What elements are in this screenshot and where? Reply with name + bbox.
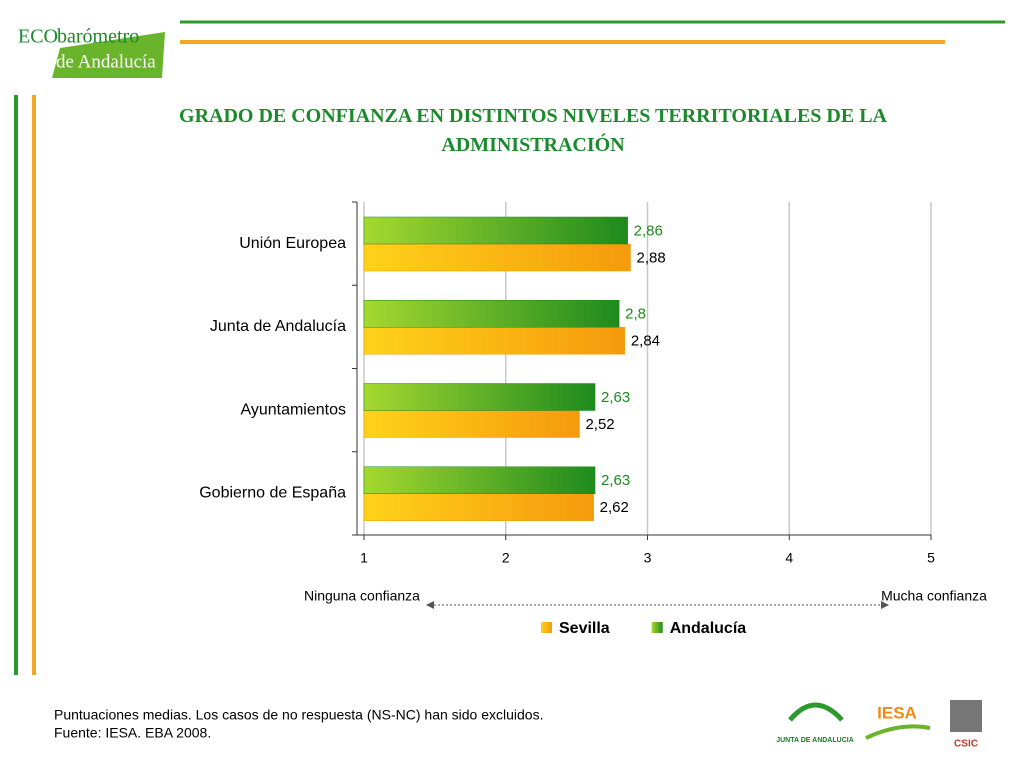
- bar: [363, 410, 580, 438]
- y-tick-label: Ayuntamientos: [240, 401, 346, 418]
- value-label: 2,8: [625, 306, 646, 323]
- x-tick-label: 4: [785, 550, 793, 566]
- bar: [363, 493, 594, 521]
- legend-swatch: [651, 622, 663, 633]
- logo-shape: [52, 32, 165, 78]
- bar: [363, 243, 631, 272]
- annotation: Ninguna confianza: [304, 588, 420, 604]
- logo-eco: ECO: [18, 26, 58, 48]
- note: Puntuaciones medias. Los casos de no res…: [54, 707, 543, 723]
- bar: [363, 466, 596, 494]
- y-tick-label: Unión Europea: [239, 235, 346, 252]
- x-tick-label: 1: [360, 550, 368, 566]
- arrow-head: [881, 601, 889, 609]
- chart-title: GRADO DE CONFIANZA EN DISTINTOS NIVELES …: [179, 105, 887, 156]
- value-label: 2,86: [634, 222, 663, 239]
- annotation: Mucha confianza: [881, 588, 987, 604]
- value-label: 2,88: [636, 249, 665, 266]
- bar: [363, 383, 596, 411]
- value-label: 2,84: [631, 333, 660, 350]
- logo-text: IESA: [877, 703, 917, 722]
- legend-label: Sevilla: [559, 620, 610, 637]
- legend-swatch: [541, 622, 552, 633]
- arrow-head: [426, 601, 434, 609]
- y-tick-label: Gobierno de España: [199, 485, 346, 502]
- logo-shape: [865, 724, 931, 740]
- logo-text: CSIC: [954, 739, 978, 750]
- logo-shape: [950, 700, 982, 732]
- note: Fuente: IESA. EBA 2008.: [54, 725, 211, 741]
- bar: [363, 216, 628, 245]
- y-tick-label: Junta de Andalucía: [210, 318, 346, 335]
- bar: [363, 300, 620, 328]
- bar: [363, 327, 626, 355]
- value-label: 2,63: [601, 389, 630, 406]
- value-label: 2,63: [601, 472, 630, 489]
- logo-shape: [788, 702, 844, 722]
- legend-label: Andalucía: [670, 620, 747, 637]
- logo-text: JUNTA DE ANDALUCIA: [776, 737, 854, 744]
- logo-text: de Andalucía: [56, 51, 156, 72]
- logo-text: barómetro: [57, 26, 139, 48]
- value-label: 2,62: [600, 499, 629, 516]
- value-label: 2,52: [585, 416, 614, 433]
- x-tick-label: 3: [644, 550, 652, 566]
- x-tick-label: 5: [927, 550, 935, 566]
- x-tick-label: 2: [502, 550, 510, 566]
